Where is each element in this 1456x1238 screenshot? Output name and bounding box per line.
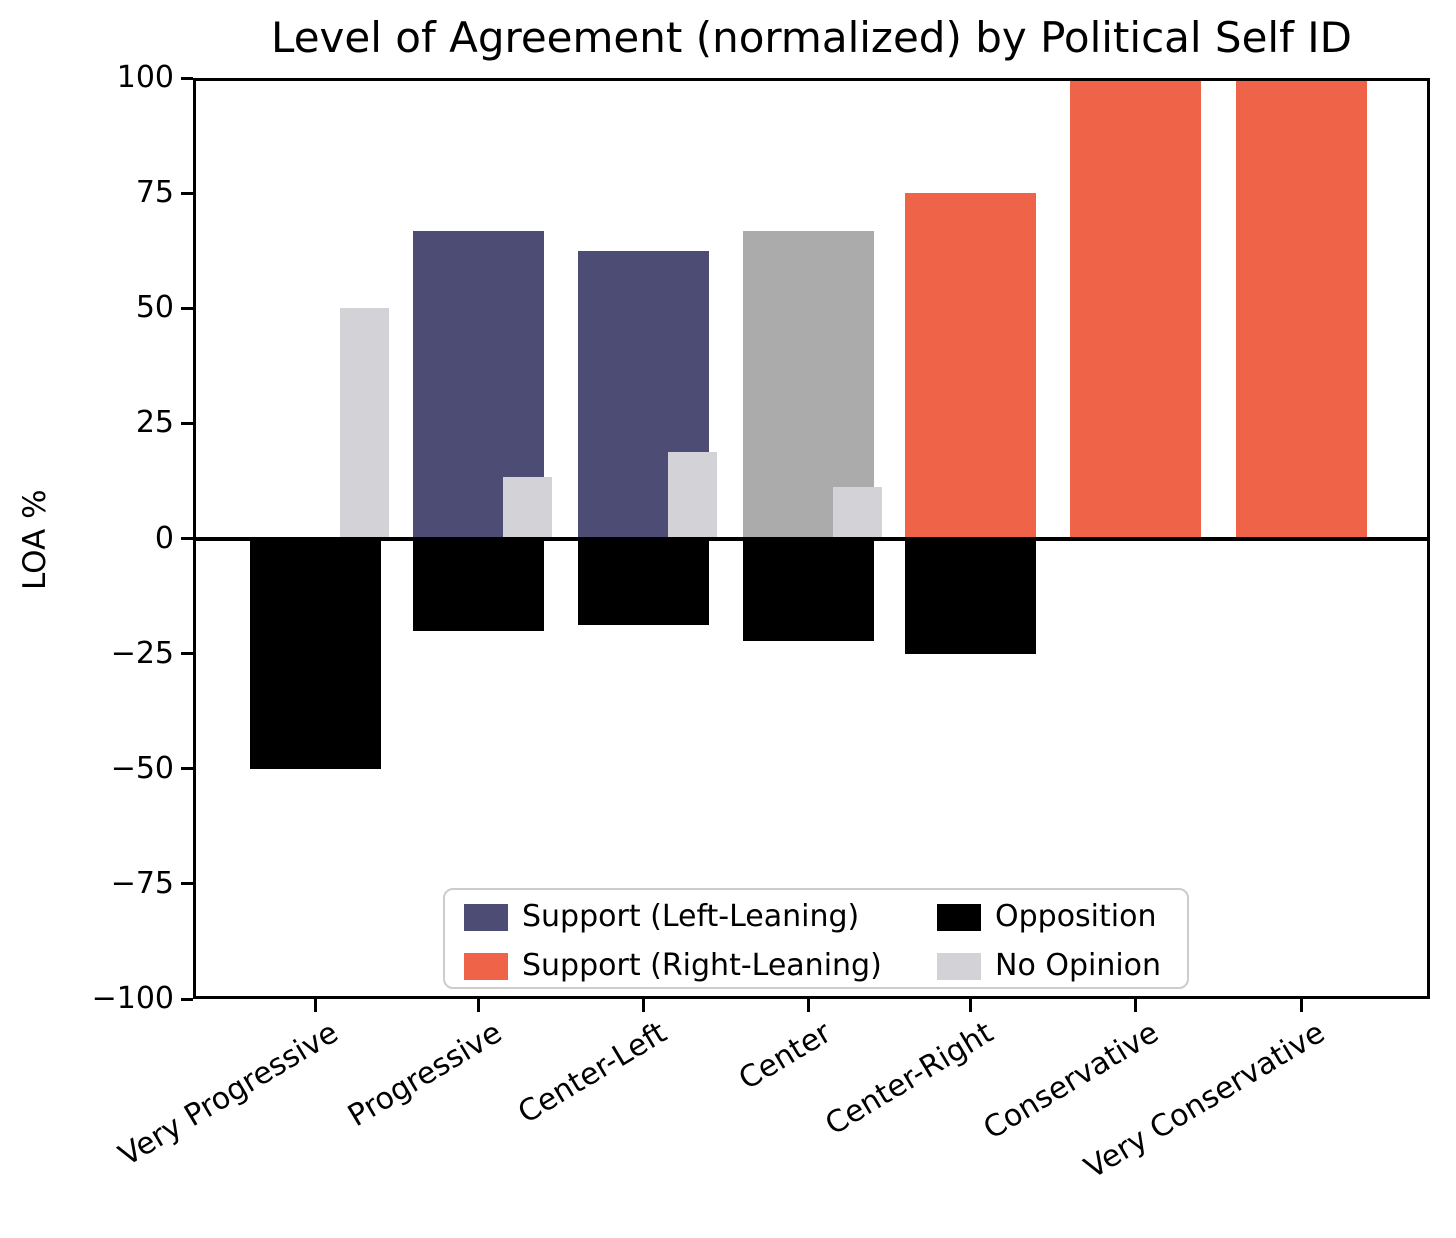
- x-tick-mark: [642, 999, 645, 1012]
- x-tick-mark: [313, 999, 317, 1012]
- x-tick-mark: [1134, 999, 1137, 1012]
- y-tick-mark: [181, 306, 193, 310]
- y-tick-mark: [181, 652, 193, 656]
- bar-no-opinion: [668, 451, 717, 539]
- zero-baseline: [195, 536, 1428, 541]
- legend-label: No Opinion: [995, 948, 1162, 983]
- bar-no-opinion: [503, 477, 553, 539]
- y-tick-mark: [181, 882, 193, 886]
- bar-opposition: [742, 538, 874, 641]
- y-tick-label: 75: [135, 175, 174, 211]
- legend-swatch-right: [464, 952, 508, 980]
- x-tick-mark: [1300, 999, 1303, 1012]
- bar-support: [904, 193, 1036, 539]
- legend-swatch-left: [464, 903, 508, 931]
- x-tick-label: Center-Right: [819, 1015, 1000, 1143]
- y-tick-mark: [181, 191, 193, 195]
- x-tick-label: Very Progressive: [113, 1015, 345, 1174]
- legend-swatch-opposition: [937, 903, 981, 931]
- y-tick-label: −50: [110, 750, 174, 786]
- bar-support: [742, 231, 874, 539]
- legend-item: Support (Right-Leaning): [464, 948, 882, 983]
- legend: Support (Left-Leaning) Support (Right-Lea…: [443, 888, 1189, 989]
- legend-item: Support (Left-Leaning): [464, 899, 860, 934]
- x-tick-label: Progressive: [342, 1015, 509, 1135]
- y-tick-mark: [181, 537, 193, 540]
- legend-label: Opposition: [995, 899, 1157, 934]
- bar-support: [1070, 78, 1201, 539]
- y-tick-label: −25: [110, 635, 174, 671]
- x-tick-mark: [806, 999, 810, 1012]
- bar-no-opinion: [832, 487, 882, 539]
- y-tick-label: 100: [116, 60, 174, 95]
- y-tick-label: −75: [110, 865, 174, 901]
- legend-label: Support (Right-Leaning): [522, 948, 882, 983]
- bar-opposition: [249, 538, 381, 769]
- legend-label: Support (Left-Leaning): [522, 899, 860, 934]
- bar-support: [1236, 78, 1367, 539]
- x-tick-label: Center: [732, 1015, 838, 1098]
- y-tick-mark: [181, 997, 193, 1001]
- y-tick-mark: [181, 421, 193, 425]
- bar-no-opinion: [339, 308, 389, 539]
- y-tick-label: 25: [135, 405, 174, 441]
- legend-item: Opposition: [937, 899, 1157, 934]
- bar-opposition: [413, 538, 545, 631]
- y-tick-mark: [181, 767, 193, 771]
- x-tick-label: Center-Left: [512, 1015, 674, 1131]
- bar-opposition: [904, 538, 1036, 654]
- x-tick-mark: [968, 999, 972, 1012]
- bar-opposition: [578, 538, 709, 626]
- legend-swatch-no_opinion: [937, 952, 981, 980]
- y-tick-mark: [181, 76, 193, 80]
- y-tick-label: 0: [154, 520, 174, 556]
- chart-title: Level of Agreement (normalized) by Polit…: [271, 13, 1352, 62]
- y-tick-label: 50: [135, 290, 174, 326]
- legend-item: No Opinion: [937, 948, 1162, 983]
- y-tick-label: −100: [91, 981, 174, 1016]
- x-tick-mark: [477, 999, 481, 1012]
